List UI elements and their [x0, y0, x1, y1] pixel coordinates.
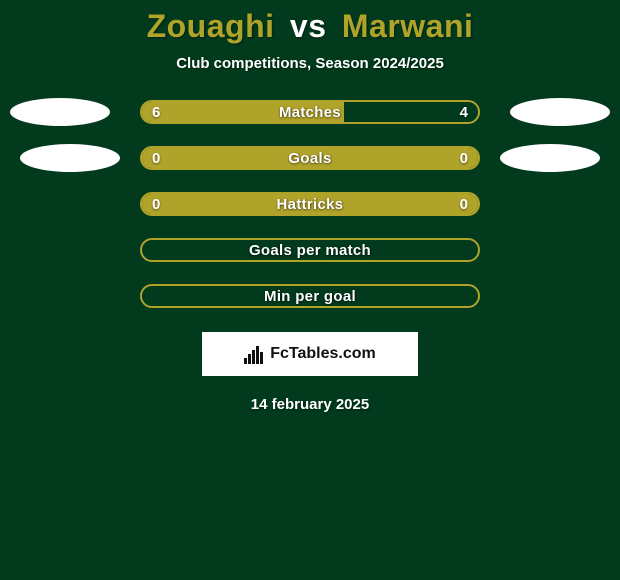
stat-bar: Hattricks: [140, 192, 480, 216]
comparison-title: Zouaghi vs Marwani: [0, 0, 620, 45]
stat-bar: Matches: [140, 100, 480, 124]
vs-label: vs: [290, 8, 327, 44]
brand-text: FcTables.com: [270, 345, 376, 363]
stat-row: Goals0 0: [0, 146, 620, 170]
bars-icon: [244, 344, 264, 364]
stats-container: Matches64Goals00Hattricks00Goals per mat…: [0, 100, 620, 308]
stat-value-right: 0: [460, 192, 468, 216]
subtitle: Club competitions, Season 2024/2025: [0, 55, 620, 72]
stat-value-left: 0: [152, 146, 160, 170]
stat-value-left: 0: [152, 192, 160, 216]
ellipse-right: [510, 98, 610, 126]
stat-label: Goals per match: [142, 240, 478, 260]
stat-value-right: 0: [460, 146, 468, 170]
stat-row: Min per goal: [0, 284, 620, 308]
player2-name: Marwani: [342, 8, 474, 44]
ellipse-left: [10, 98, 110, 126]
ellipse-left: [20, 144, 120, 172]
stat-label: Goals: [142, 148, 478, 168]
ellipse-right: [500, 144, 600, 172]
brand-box: FcTables.com: [202, 332, 418, 376]
stat-bar: Goals: [140, 146, 480, 170]
stat-row: Matches6 4: [0, 100, 620, 124]
stat-value-left: 6: [152, 100, 160, 124]
stat-row: Hattricks0 0: [0, 192, 620, 216]
stat-label: Matches: [142, 102, 478, 122]
stat-value-right: 4: [460, 100, 468, 124]
stat-row: Goals per match: [0, 238, 620, 262]
stat-label: Min per goal: [142, 286, 478, 306]
player1-name: Zouaghi: [147, 8, 275, 44]
date-stamp: 14 february 2025: [0, 396, 620, 413]
stat-label: Hattricks: [142, 194, 478, 214]
stat-bar: Min per goal: [140, 284, 480, 308]
stat-bar: Goals per match: [140, 238, 480, 262]
